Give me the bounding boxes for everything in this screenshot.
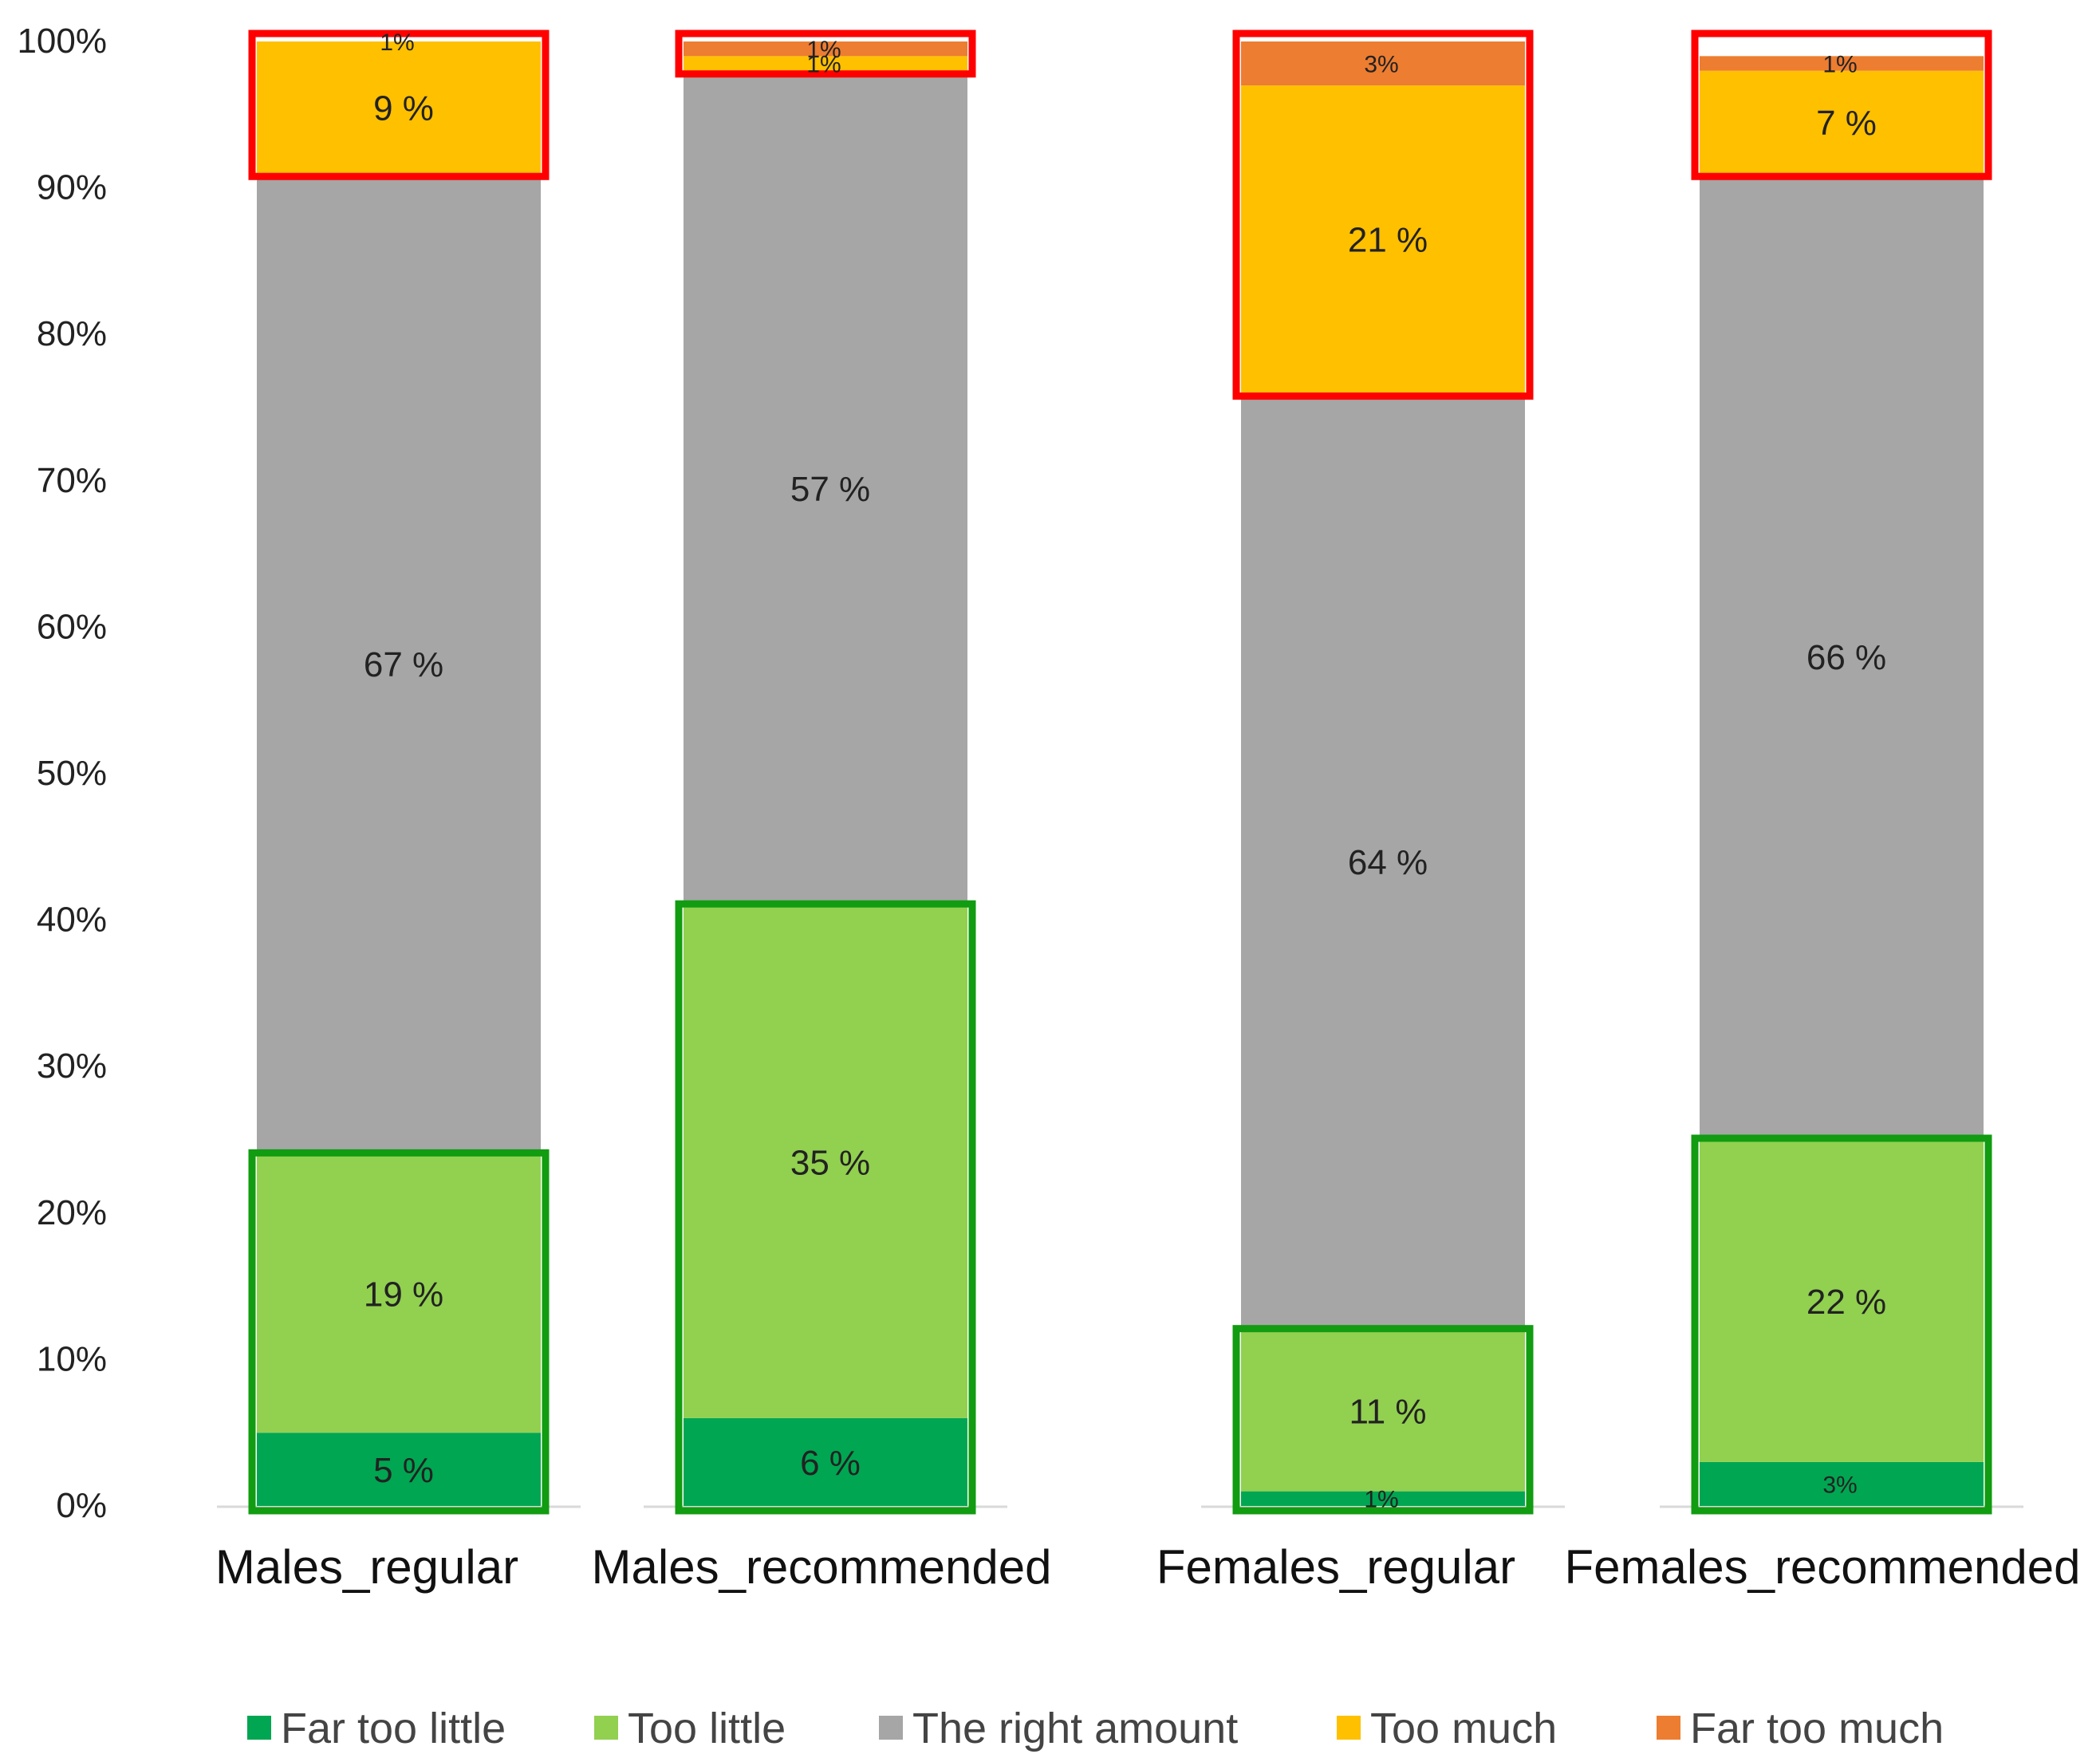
x-category-label: Females_recommended	[1565, 1540, 2081, 1594]
data-label: 1%	[380, 30, 414, 56]
bars-layer	[257, 41, 1984, 1506]
data-label: 5 %	[373, 1451, 434, 1490]
highlight-box-too-little	[248, 1149, 550, 1515]
legend-swatch	[594, 1716, 618, 1740]
x-category-label: Males_recommended	[592, 1540, 1052, 1594]
data-label: 21 %	[1348, 221, 1428, 260]
bar-segment	[1241, 1491, 1525, 1506]
bar-segment	[1700, 56, 1984, 71]
y-tick-label: 90%	[37, 168, 107, 207]
bar-segment	[1241, 392, 1525, 1330]
y-tick-label: 80%	[37, 314, 107, 353]
bar-segment	[684, 41, 967, 57]
y-tick-label: 20%	[37, 1193, 107, 1232]
axis-layer: 0% 10% 20% 30% 40% 50% 60% 70% 80% 90% 100% Males_r…	[17, 22, 2080, 1594]
y-tick-label: 30%	[37, 1047, 107, 1086]
legend-swatch	[247, 1716, 271, 1740]
data-label: 19 %	[364, 1275, 443, 1315]
legend-swatch	[879, 1716, 903, 1740]
bar-segment	[257, 1433, 541, 1506]
data-label: 1%	[1364, 1487, 1398, 1513]
bar-segment	[1241, 41, 1525, 86]
x-category-label: Males_regular	[215, 1540, 518, 1594]
y-tick-label: 0%	[56, 1486, 107, 1525]
bar-segment	[1700, 173, 1984, 1141]
y-tick-label: 40%	[37, 901, 107, 940]
x-category-label: Females_regular	[1156, 1540, 1515, 1594]
data-label: 1%	[806, 37, 841, 63]
legend-label: Too much	[1370, 1705, 1557, 1752]
highlight-box-too-little	[675, 900, 976, 1515]
bar-segment	[1700, 1461, 1984, 1506]
data-label: 57 %	[790, 470, 870, 509]
bar-segment	[257, 1154, 541, 1433]
legend-swatch	[1337, 1716, 1361, 1740]
bar-segment	[684, 1417, 967, 1506]
data-label: 3%	[1364, 51, 1398, 77]
data-label: 64 %	[1348, 843, 1428, 882]
data-label: 3%	[1822, 1472, 1857, 1498]
bar-segment	[684, 70, 967, 906]
y-tick-label: 10%	[37, 1339, 107, 1378]
data-label: 66 %	[1806, 638, 1886, 677]
data-label: 22 %	[1806, 1283, 1886, 1322]
bar-segment	[257, 41, 541, 174]
highlight-box-too-little	[1691, 1134, 1992, 1515]
highlight-layer	[248, 30, 1992, 1515]
legend-swatch	[1657, 1716, 1680, 1740]
bar-segment	[684, 56, 967, 71]
bar-segment	[1700, 70, 1984, 174]
data-label: 1%	[1822, 51, 1857, 77]
legend-label: Far too little	[281, 1705, 506, 1752]
data-label: 1%	[806, 51, 841, 77]
highlight-box-too-much	[675, 30, 976, 78]
bar-segment	[1241, 1330, 1525, 1492]
data-label: 9 %	[373, 89, 434, 128]
legend: Far too little Too little The right amount…	[247, 1705, 1944, 1752]
bar-segment	[257, 173, 541, 1155]
highlight-box-too-much	[1691, 30, 1992, 180]
highlight-box-too-much	[248, 30, 550, 180]
y-tick-label: 70%	[37, 461, 107, 500]
highlight-box-too-little	[1232, 1325, 1534, 1515]
data-label: 7 %	[1816, 104, 1877, 143]
legend-label: Too little	[628, 1705, 786, 1752]
y-tick-label: 60%	[37, 607, 107, 646]
legend-label: The right amount	[912, 1705, 1238, 1752]
y-tick-label: 100%	[17, 22, 107, 61]
legend-label: Far too much	[1690, 1705, 1944, 1752]
bar-segment	[1700, 1140, 1984, 1462]
labels-layer: 5 %19 %67 %9 %1%6 %35 %57 %1%1%1%11 %64 …	[364, 30, 1886, 1513]
bar-segment	[684, 905, 967, 1418]
data-label: 35 %	[790, 1143, 870, 1182]
highlight-box-too-much	[1232, 30, 1534, 400]
bar-segment	[1241, 85, 1525, 393]
data-label: 11 %	[1349, 1393, 1426, 1432]
data-label: 6 %	[800, 1444, 861, 1483]
data-label: 67 %	[364, 645, 443, 684]
y-tick-label: 50%	[37, 754, 107, 793]
